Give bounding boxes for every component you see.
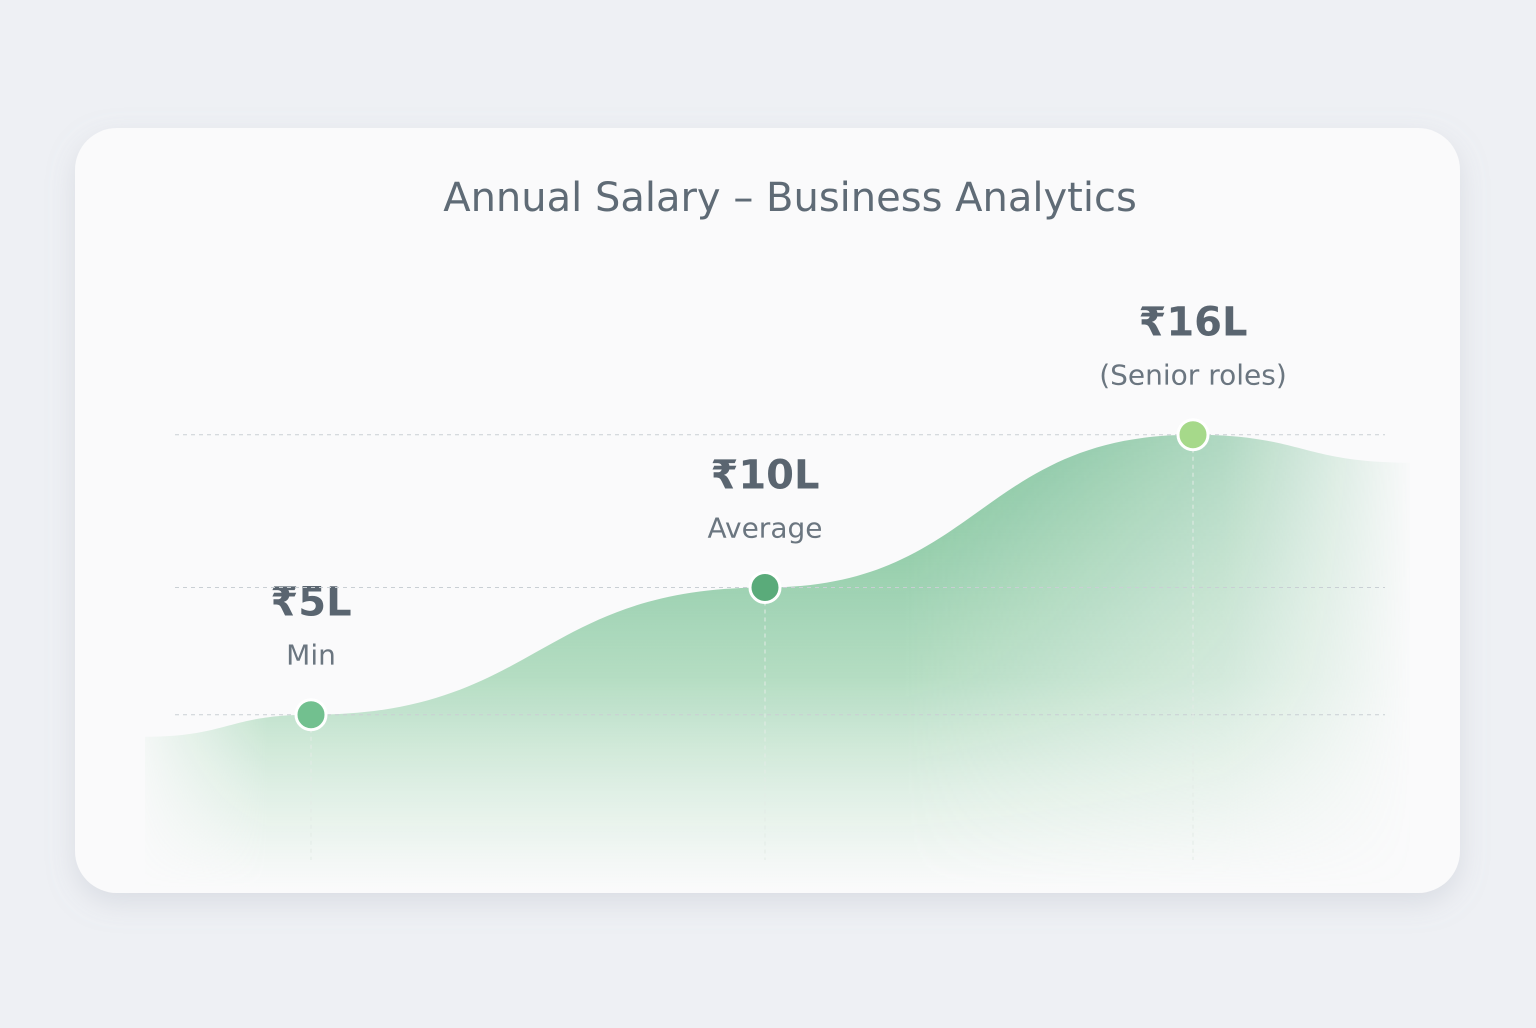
category-label: Average bbox=[708, 511, 823, 544]
point bbox=[748, 570, 782, 604]
area-tail bbox=[1193, 434, 1410, 890]
point bbox=[1176, 418, 1210, 452]
value-label: ₹10L bbox=[711, 452, 820, 498]
area bbox=[311, 434, 1193, 890]
plot-area bbox=[145, 434, 1410, 890]
value-label: ₹16L bbox=[1139, 300, 1248, 346]
area-tail bbox=[145, 714, 311, 890]
category-label: Min bbox=[286, 639, 336, 672]
value-label: ₹5L bbox=[270, 580, 351, 626]
overlay: ₹5L Min ₹10L Average ₹16L (Senior roles) bbox=[175, 300, 1385, 860]
category-label: (Senior roles) bbox=[1099, 359, 1287, 392]
chart-title: Annual Salary – Business Analytics bbox=[443, 175, 1137, 221]
point bbox=[294, 698, 328, 732]
